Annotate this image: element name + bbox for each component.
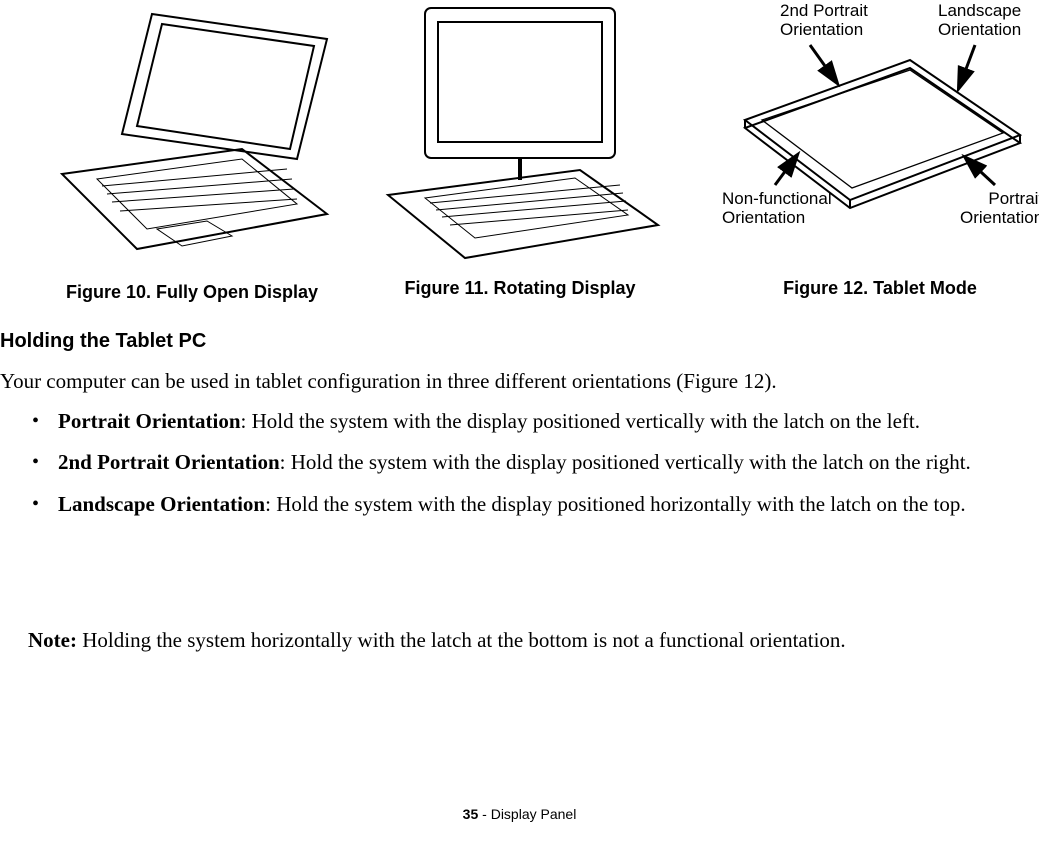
- orientation-list: Portrait Orientation: Hold the system wi…: [28, 408, 1018, 532]
- list-item-title: 2nd Portrait Orientation: [58, 450, 280, 474]
- figure-10: Figure 10. Fully Open Display: [42, 4, 342, 270]
- footer-sep: -: [478, 806, 490, 822]
- footer-section: Display Panel: [491, 806, 577, 822]
- laptop-rotating-icon: [370, 0, 670, 270]
- figure-12-caption: Figure 12. Tablet Mode: [740, 278, 1020, 299]
- list-item-title: Landscape Orientation: [58, 492, 265, 516]
- figures-row: Figure 10. Fully Open Display: [0, 0, 1039, 310]
- figure-10-caption: Figure 10. Fully Open Display: [32, 282, 352, 303]
- note-line: Note: Holding the system horizontally wi…: [28, 628, 1028, 653]
- section-heading: Holding the Tablet PC: [0, 330, 206, 353]
- page-footer: 35 - Display Panel: [0, 806, 1039, 822]
- figure-11: Figure 11. Rotating Display: [370, 0, 670, 276]
- list-item-title: Portrait Orientation: [58, 409, 241, 433]
- list-item: 2nd Portrait Orientation: Hold the syste…: [28, 449, 1018, 476]
- tablet-mode-icon: [700, 0, 1039, 240]
- list-item-text: : Hold the system with the display posit…: [280, 450, 971, 474]
- list-item: Landscape Orientation: Hold the system w…: [28, 491, 1018, 518]
- intro-paragraph: Your computer can be used in tablet conf…: [0, 368, 1000, 395]
- list-item-text: : Hold the system with the display posit…: [265, 492, 966, 516]
- note-label: Note:: [28, 628, 77, 652]
- laptop-open-icon: [42, 4, 342, 264]
- figure-11-caption: Figure 11. Rotating Display: [370, 278, 670, 299]
- list-item-text: : Hold the system with the display posit…: [241, 409, 920, 433]
- list-item: Portrait Orientation: Hold the system wi…: [28, 408, 1018, 435]
- note-text: Holding the system horizontally with the…: [77, 628, 846, 652]
- figure-12: 2nd Portrait Orientation Landscape Orien…: [700, 0, 1039, 280]
- page-number: 35: [463, 806, 479, 822]
